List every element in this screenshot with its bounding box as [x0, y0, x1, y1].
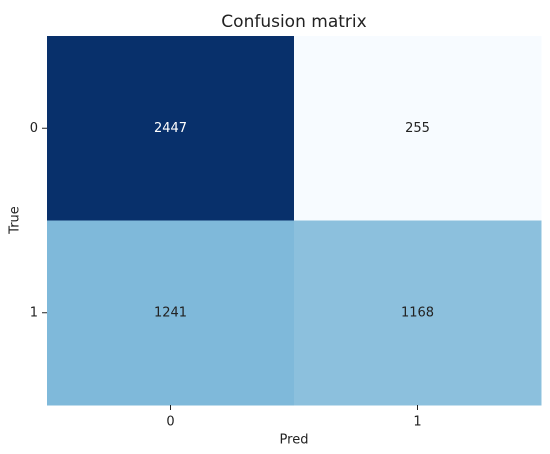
heatmap-cell: [294, 220, 542, 406]
cell-label: 255: [405, 121, 430, 136]
x-tick-label: 0: [166, 415, 174, 430]
cell-label: 1241: [154, 305, 187, 320]
cell-label: 2447: [154, 121, 187, 136]
y-tick-label: 1: [30, 305, 38, 320]
heatmap-cell: [47, 220, 295, 406]
x-axis-label: Pred: [280, 433, 309, 448]
chart-title: Confusion matrix: [221, 12, 366, 32]
heatmap-cell: [294, 36, 542, 221]
y-tick-label: 0: [30, 121, 38, 136]
y-axis-label: True: [8, 206, 23, 235]
cell-label: 1168: [401, 305, 434, 320]
heatmap-cell: [47, 36, 295, 221]
x-tick-label: 1: [413, 415, 421, 430]
